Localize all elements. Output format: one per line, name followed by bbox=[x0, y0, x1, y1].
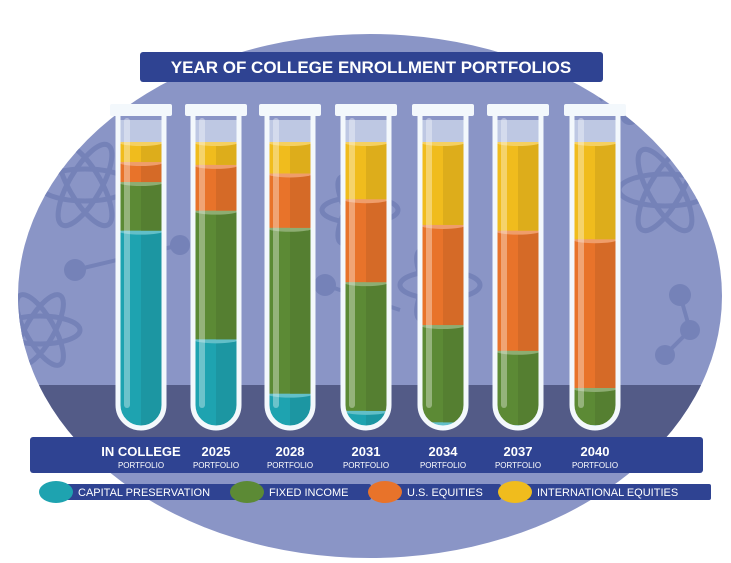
category-sublabel: PORTFOLIO bbox=[420, 461, 466, 470]
tube-highlight bbox=[124, 118, 130, 408]
tube-highlight bbox=[426, 118, 432, 408]
legend-item: U.S. EQUITIES bbox=[368, 481, 501, 503]
bar-segment-shade bbox=[443, 325, 466, 423]
category-label: 2028 bbox=[276, 444, 305, 459]
tube-highlight bbox=[349, 118, 355, 408]
bar-segment-shade bbox=[366, 282, 389, 411]
bar-segment-shade bbox=[595, 142, 618, 240]
tube-6 bbox=[487, 104, 549, 431]
tube-outline bbox=[264, 116, 316, 431]
tube-rim bbox=[110, 104, 172, 116]
tube-1 bbox=[110, 104, 172, 431]
category-label: 2031 bbox=[352, 444, 381, 459]
title-banner: YEAR OF COLLEGE ENROLLMENT PORTFOLIOS bbox=[140, 52, 603, 82]
tube-5 bbox=[412, 104, 474, 431]
bar-segment-shade bbox=[141, 162, 164, 183]
tube-highlight bbox=[199, 118, 205, 408]
legend-label: U.S. EQUITIES bbox=[407, 487, 483, 499]
bar-segment-shade bbox=[443, 142, 466, 225]
tube-outline bbox=[190, 116, 242, 431]
tube-outline bbox=[492, 116, 544, 431]
bar-segment-shade bbox=[216, 339, 239, 428]
legend-item: CAPITAL PRESERVATION bbox=[39, 481, 239, 503]
category-label: 2037 bbox=[504, 444, 533, 459]
bar-segment-shade bbox=[141, 182, 164, 231]
tube-outline bbox=[340, 116, 392, 431]
tube-rim bbox=[564, 104, 626, 116]
legend-item: INTERNATIONAL EQUITIES bbox=[498, 481, 711, 503]
tube-outline bbox=[115, 116, 167, 431]
category-band: IN COLLEGE PORTFOLIO 2025 PORTFOLIO 2028 PORT… bbox=[30, 437, 703, 473]
bar-segment-shade bbox=[141, 230, 164, 428]
legend-swatch bbox=[498, 481, 532, 503]
tube-highlight bbox=[273, 118, 279, 408]
bar-segment-shade bbox=[216, 210, 239, 340]
bar-segment-shade bbox=[290, 173, 313, 228]
legend-label: INTERNATIONAL EQUITIES bbox=[537, 487, 678, 499]
legend-bar bbox=[383, 484, 501, 500]
tube-2 bbox=[185, 104, 247, 431]
legend-bar bbox=[245, 484, 371, 500]
tube-4 bbox=[335, 104, 397, 431]
tube-outline bbox=[417, 116, 469, 431]
category-sublabel: PORTFOLIO bbox=[267, 461, 313, 470]
bar-segment-shade bbox=[443, 224, 466, 326]
chart-title: YEAR OF COLLEGE ENROLLMENT PORTFOLIOS bbox=[171, 58, 571, 77]
tube-7 bbox=[564, 104, 626, 431]
bar-segment-shade bbox=[595, 387, 618, 426]
bar-segment-shade bbox=[518, 142, 541, 231]
bar-segment-top bbox=[420, 142, 466, 146]
bar-segment-shade bbox=[216, 142, 239, 165]
bar-segment-shade bbox=[366, 199, 389, 283]
bar-segment-top bbox=[193, 142, 239, 146]
bar-segment-top bbox=[343, 142, 389, 146]
bar-segment-top bbox=[572, 142, 618, 146]
bar-segment-shade bbox=[366, 142, 389, 200]
category-label: 2034 bbox=[429, 444, 459, 459]
bar-segment-top bbox=[495, 142, 541, 146]
tube-3 bbox=[259, 104, 321, 431]
tube-rim bbox=[487, 104, 549, 116]
tube-rim bbox=[335, 104, 397, 116]
tube-rim bbox=[185, 104, 247, 116]
bar-segment-top bbox=[267, 142, 313, 146]
legend-bar bbox=[513, 484, 711, 500]
category-label: 2025 bbox=[202, 444, 231, 459]
tube-highlight bbox=[578, 118, 584, 408]
legend-bar bbox=[54, 484, 239, 500]
legend-swatch bbox=[368, 481, 402, 503]
tube-rim bbox=[412, 104, 474, 116]
tube-rim bbox=[259, 104, 321, 116]
bar-segment-shade bbox=[595, 239, 618, 388]
category-sublabel: PORTFOLIO bbox=[495, 461, 541, 470]
bar-segment-shade bbox=[216, 164, 239, 211]
category-sublabel: PORTFOLIO bbox=[193, 461, 239, 470]
category-sublabel: PORTFOLIO bbox=[343, 461, 389, 470]
legend-label: CAPITAL PRESERVATION bbox=[78, 487, 210, 499]
bar-segment-shade bbox=[141, 142, 164, 163]
category-sublabel: PORTFOLIO bbox=[118, 461, 164, 470]
test-tubes bbox=[110, 104, 626, 431]
category-label: IN COLLEGE bbox=[101, 444, 181, 459]
legend-label: FIXED INCOME bbox=[269, 487, 348, 499]
legend-swatch bbox=[39, 481, 73, 503]
legend: CAPITAL PRESERVATION FIXED INCOME U.S. EQU… bbox=[39, 481, 711, 503]
bar-segment-shade bbox=[290, 227, 313, 394]
bar-segment-shade bbox=[518, 350, 541, 426]
bar-segment-shade bbox=[290, 142, 313, 174]
tube-outline bbox=[569, 116, 621, 431]
legend-swatch bbox=[230, 481, 264, 503]
category-sublabel: PORTFOLIO bbox=[572, 461, 618, 470]
bar-segment-shade bbox=[518, 230, 541, 351]
bar-segment-top bbox=[118, 142, 164, 146]
legend-item: FIXED INCOME bbox=[230, 481, 371, 503]
tube-highlight bbox=[501, 118, 507, 408]
category-label: 2040 bbox=[581, 444, 610, 459]
